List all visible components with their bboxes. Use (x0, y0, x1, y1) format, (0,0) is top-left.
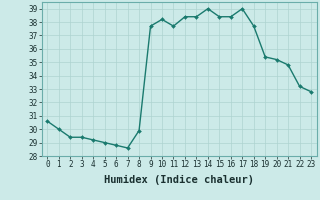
X-axis label: Humidex (Indice chaleur): Humidex (Indice chaleur) (104, 175, 254, 185)
